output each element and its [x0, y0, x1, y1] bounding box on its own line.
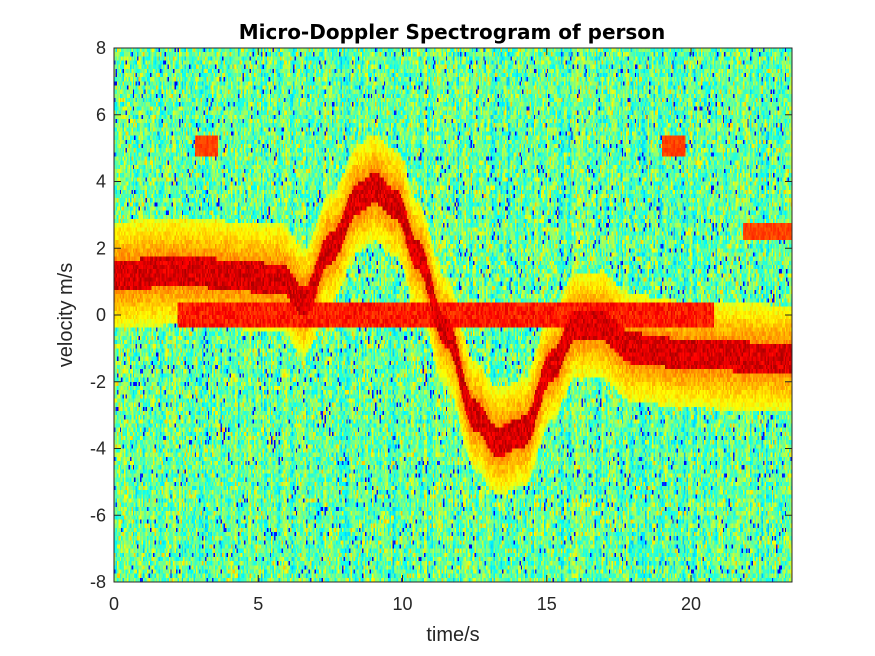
- x-tick-label: 0: [109, 594, 119, 614]
- y-tick-label: 8: [96, 38, 106, 58]
- chart-title: Micro-Doppler Spectrogram of person: [239, 20, 666, 44]
- y-tick-label: -4: [90, 439, 106, 459]
- y-tick-label: 6: [96, 105, 106, 125]
- x-axis: 0 5 10 15 20: [109, 48, 701, 614]
- y-tick-label: 2: [96, 238, 106, 258]
- y-tick-label: 0: [96, 305, 106, 325]
- y-axis-label: velocity m/s: [55, 263, 77, 367]
- x-tick-label: 15: [537, 594, 557, 614]
- x-tick-label: 20: [681, 594, 701, 614]
- y-tick-label: -8: [90, 572, 106, 592]
- y-tick-label: -6: [90, 505, 106, 525]
- y-tick-label: -2: [90, 372, 106, 392]
- x-tick-label: 5: [253, 594, 263, 614]
- y-axis: -8 -6 -4 -2 0 2 4 6 8: [90, 38, 792, 592]
- y-tick-label: 4: [96, 172, 106, 192]
- x-axis-label: time/s: [426, 624, 479, 646]
- x-tick-label: 10: [392, 594, 412, 614]
- spectrogram-image: [114, 48, 792, 582]
- spectrogram-heatmap: [114, 48, 792, 582]
